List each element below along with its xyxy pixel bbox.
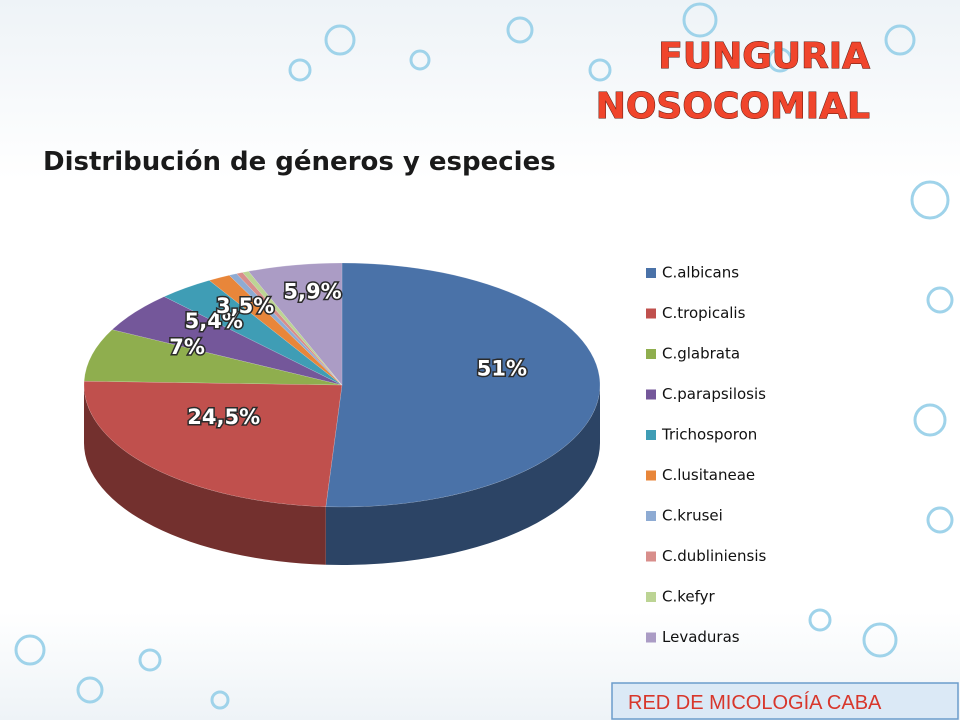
value-label: 51% [477,356,527,380]
legend-label: C.kefyr [662,588,716,606]
legend-label: C.dubliniensis [662,547,767,565]
legend-swatch [646,349,656,359]
slice [236,272,343,386]
slice-side [325,385,600,565]
legend-swatch [646,308,656,319]
slice-side [84,385,326,565]
legend-swatch [646,430,656,440]
legend-label: C.tropicalis [662,304,746,322]
legend-label: Levaduras [662,628,740,646]
legend-swatch [646,470,656,481]
legend-swatch [646,592,656,602]
value-label: 7% [169,335,205,359]
decoration [14,2,954,710]
legend-swatch [646,389,656,400]
legend-label: Trichosporon [661,426,757,444]
legend-swatch [646,511,656,521]
legend-label: C.glabrata [662,345,740,363]
slice [83,329,343,386]
legend-swatch [646,551,656,562]
subtitle: Distribución de géneros y especies [43,147,556,177]
footer: RED DE MICOLOGÍA CABA [628,691,882,714]
value-label: 3,5% [216,294,274,318]
slice [242,271,343,386]
value-label: 5,4% [185,309,243,333]
legend-swatch [646,632,656,643]
slice [325,262,601,508]
legend-label: C.parapsilosis [662,385,766,403]
slice [163,280,343,386]
slice [83,380,343,508]
legend-label: C.albicans [662,264,739,282]
value-label: 24,5% [187,405,260,429]
title-line: FUNGURIA [658,36,870,77]
slice [228,273,343,386]
slice [208,274,343,386]
value-label: 5,9% [283,280,341,304]
slice [111,296,343,386]
footer-box [611,682,959,720]
legend-swatch [646,268,656,278]
legend-label: C.lusitaneae [662,466,755,484]
title-line: NOSOCOMIAL [596,86,870,127]
legend-label: C.krusei [662,507,723,525]
slice [248,262,343,386]
